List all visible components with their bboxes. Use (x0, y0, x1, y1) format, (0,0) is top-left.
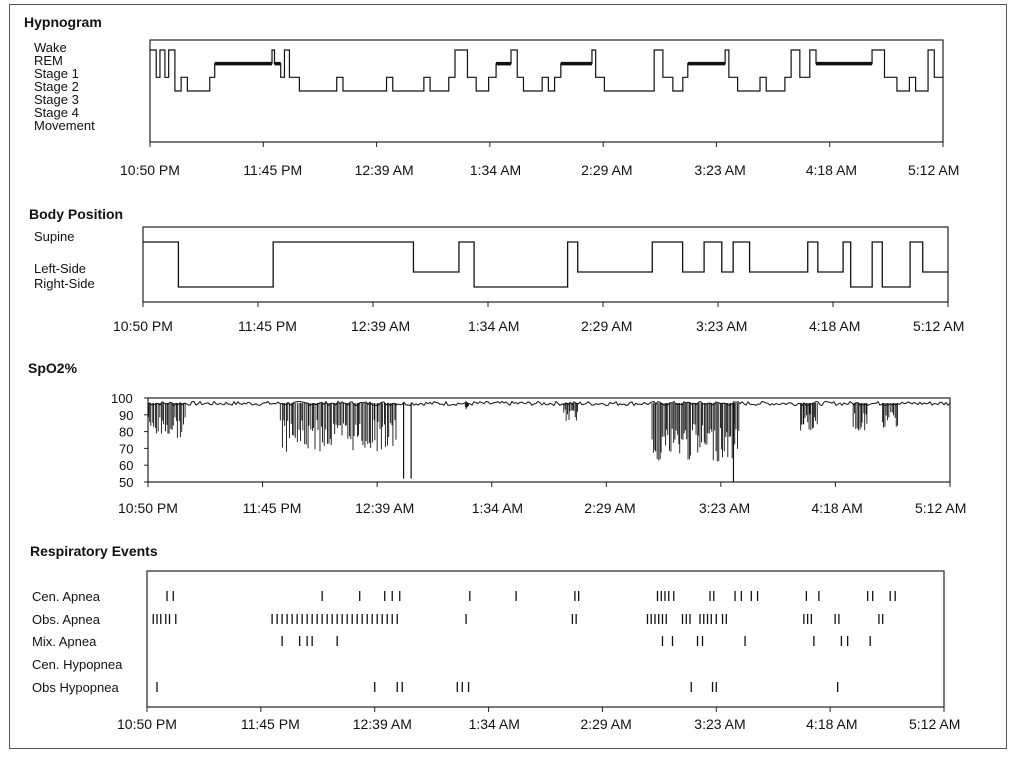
hypnogram-x-tick-label: 1:34 AM (470, 162, 521, 178)
hypnogram-x-tick-label: 12:39 AM (355, 162, 414, 178)
spo2-x-tick-label: 5:12 AM (915, 500, 966, 516)
body-position-y-label: Supine (34, 229, 74, 244)
respiratory-event-label: Mix. Apnea (32, 634, 97, 649)
spo2-y-tick-label: 60 (119, 458, 133, 473)
spo2-x-tick-label: 10:50 PM (118, 500, 178, 516)
hypnogram-y-label: Stage 2 (34, 79, 79, 94)
hypnogram-x-tick-label: 11:45 PM (243, 162, 302, 178)
hypnogram-title: Hypnogram (24, 14, 102, 30)
respiratory-x-tick-label: 2:29 AM (580, 716, 631, 732)
hypnogram-x-tick-label: 3:23 AM (694, 162, 745, 178)
spo2-y-tick-label: 90 (119, 408, 133, 423)
hypnogram-y-label: Wake (34, 40, 67, 55)
hypnogram-x-tick-label: 4:18 AM (806, 162, 857, 178)
respiratory-events-title: Respiratory Events (30, 543, 158, 559)
spo2-y-tick-label: 50 (119, 475, 133, 490)
body-position-plot-area (142, 226, 949, 303)
sleep-study-chart: Hypnogram Body Position SpO2% Respirator… (24, 14, 966, 732)
hypnogram-y-label: REM (34, 53, 63, 68)
hypnogram-x-tick-label: 2:29 AM (581, 162, 632, 178)
spo2-x-tick-label: 2:29 AM (584, 500, 635, 516)
respiratory-x-tick-label: 3:23 AM (694, 716, 745, 732)
body-position-x-tick-label: 1:34 AM (468, 318, 519, 334)
hypnogram-x-tick-label: 10:50 PM (120, 162, 180, 178)
spo2-x-tick-label: 12:39 AM (355, 500, 414, 516)
respiratory-x-tick-label: 12:39 AM (353, 716, 412, 732)
body-position-line (143, 241, 948, 288)
respiratory-x-tick-label: 5:12 AM (909, 716, 960, 732)
hypnogram-plot-area (149, 39, 944, 143)
respiratory-event-label: Obs Hypopnea (32, 680, 119, 695)
spo2-x-tick-label: 3:23 AM (699, 500, 750, 516)
report-frame: Hypnogram Body Position SpO2% Respirator… (9, 4, 1007, 749)
body-position-x-tick-label: 2:29 AM (581, 318, 632, 334)
spo2-x-tick-label: 11:45 PM (243, 500, 302, 516)
body-position-x-tick-label: 11:45 PM (238, 318, 297, 334)
respiratory-x-tick-label: 1:34 AM (469, 716, 520, 732)
body-position-x-tick-label: 10:50 PM (113, 318, 173, 334)
respiratory-events-plot-area (146, 570, 945, 708)
hypnogram-y-label: Movement (34, 118, 95, 133)
spo2-title: SpO2% (28, 360, 78, 376)
hypnogram-x-tick-label: 5:12 AM (908, 162, 959, 178)
hypnogram-y-label: Stage 1 (34, 66, 79, 81)
body-position-y-label: Left-Side (34, 261, 86, 276)
respiratory-x-tick-label: 11:45 PM (241, 716, 300, 732)
body-position-title: Body Position (29, 206, 123, 222)
respiratory-event-label: Cen. Apnea (32, 589, 101, 604)
respiratory-event-label: Cen. Hypopnea (32, 657, 123, 672)
hypnogram-line (150, 49, 943, 92)
spo2-baseline-trace (147, 400, 951, 407)
body-position-x-tick-label: 5:12 AM (913, 318, 964, 334)
body-position-y-label: Right-Side (34, 276, 95, 291)
body-position-x-tick-label: 4:18 AM (809, 318, 860, 334)
hypnogram-y-label: Stage 4 (34, 105, 79, 120)
spo2-x-tick-label: 1:34 AM (472, 500, 523, 516)
body-position-x-tick-label: 12:39 AM (351, 318, 410, 334)
spo2-y-tick-label: 70 (119, 441, 133, 456)
spo2-plot-area (147, 397, 951, 483)
body-position-x-tick-label: 3:23 AM (696, 318, 747, 334)
respiratory-x-tick-label: 10:50 PM (117, 716, 177, 732)
spo2-y-tick-label: 80 (119, 425, 133, 440)
respiratory-x-tick-label: 4:18 AM (806, 716, 857, 732)
respiratory-events-chart: Cen. Apnea Obs. Apnea Mix. Apnea Cen. Hypop… (32, 589, 960, 732)
hypnogram-y-label: Stage 3 (34, 92, 79, 107)
respiratory-event-label: Obs. Apnea (32, 612, 101, 627)
spo2-y-tick-label: 100 (111, 391, 133, 406)
spo2-x-tick-label: 4:18 AM (811, 500, 862, 516)
